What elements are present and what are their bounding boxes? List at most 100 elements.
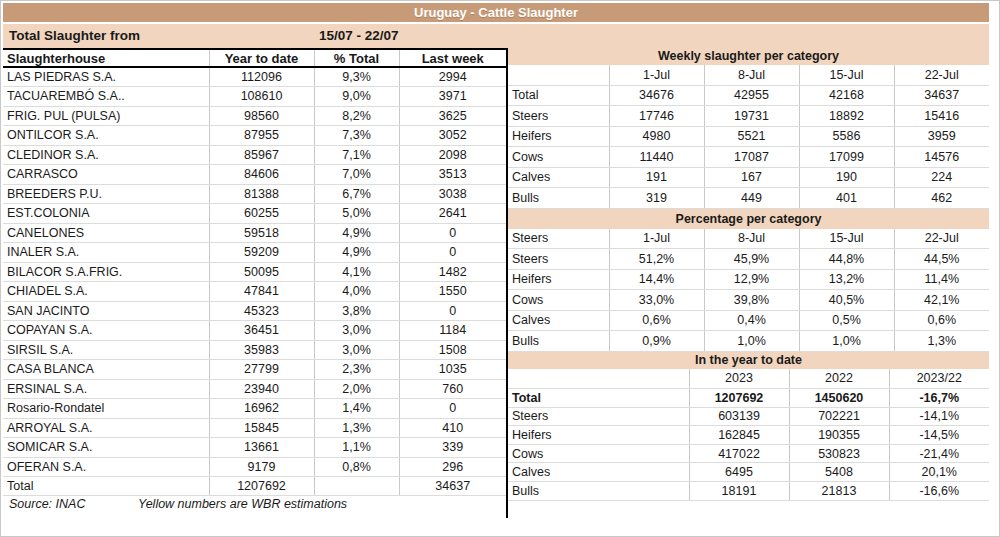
cell[interactable]: ERSINAL S.A. <box>3 379 209 399</box>
column-header-cell[interactable]: 1-Jul <box>609 65 704 85</box>
cell[interactable]: 19731 <box>704 106 799 127</box>
column-header-cell[interactable]: % Total <box>314 49 399 67</box>
cell[interactable]: 16962 <box>209 399 314 419</box>
cell[interactable]: ARROYAL S.A. <box>3 418 209 438</box>
cell[interactable]: 44,5% <box>894 249 989 270</box>
cell[interactable]: 0,6% <box>894 310 989 331</box>
cell[interactable]: 98560 <box>209 106 314 126</box>
cell[interactable]: 51,2% <box>609 249 704 270</box>
cell[interactable]: 42168 <box>799 85 894 106</box>
cell[interactable]: BREEDERS P.U. <box>3 184 209 204</box>
cell[interactable]: 3,0% <box>314 340 399 360</box>
cell[interactable]: 3959 <box>894 126 989 147</box>
column-header-cell[interactable]: 15-Jul <box>799 65 894 85</box>
cell[interactable]: Total <box>508 389 689 408</box>
cell[interactable]: OFERAN S.A. <box>3 457 209 477</box>
cell[interactable]: 2994 <box>399 67 506 87</box>
cell[interactable]: 59518 <box>209 223 314 243</box>
cell[interactable]: FRIG. PUL (PULSA) <box>3 106 209 126</box>
cell[interactable]: 85967 <box>209 145 314 165</box>
cell[interactable]: 15416 <box>894 106 989 127</box>
cell[interactable]: 40,5% <box>799 290 894 311</box>
cell[interactable]: 224 <box>894 167 989 188</box>
cell[interactable]: 296 <box>399 457 506 477</box>
column-header-cell[interactable]: Steers <box>508 229 609 249</box>
cell[interactable]: INALER S.A. <box>3 243 209 263</box>
cell[interactable]: 50095 <box>209 262 314 282</box>
cell[interactable]: 81388 <box>209 184 314 204</box>
cell[interactable]: 162845 <box>689 426 789 445</box>
cell[interactable]: 4,9% <box>314 243 399 263</box>
cell[interactable]: 12,9% <box>704 269 799 290</box>
cell[interactable]: Total <box>508 85 609 106</box>
cell[interactable]: 34637 <box>894 85 989 106</box>
cell[interactable]: 5521 <box>704 126 799 147</box>
column-header-cell[interactable]: 8-Jul <box>704 229 799 249</box>
cell[interactable]: 21813 <box>789 481 889 500</box>
cell[interactable]: 4980 <box>609 126 704 147</box>
cell[interactable]: 0,4% <box>704 310 799 331</box>
cell[interactable]: 702221 <box>789 407 889 426</box>
cell[interactable]: 20,1% <box>889 463 989 482</box>
cell[interactable]: Heifers <box>508 269 609 290</box>
cell[interactable]: 9,0% <box>314 87 399 107</box>
cell[interactable]: Bulls <box>508 331 609 352</box>
cell[interactable]: 34676 <box>609 85 704 106</box>
cell[interactable]: 35983 <box>209 340 314 360</box>
cell[interactable]: 760 <box>399 379 506 399</box>
cell[interactable]: BILACOR S.A.FRIG. <box>3 262 209 282</box>
cell[interactable]: Cows <box>508 444 689 463</box>
cell[interactable]: 8,2% <box>314 106 399 126</box>
cell[interactable]: -14,5% <box>889 426 989 445</box>
column-header-cell[interactable] <box>508 65 609 85</box>
cell[interactable]: -14,1% <box>889 407 989 426</box>
cell[interactable]: 11,4% <box>894 269 989 290</box>
cell[interactable]: Calves <box>508 310 609 331</box>
cell[interactable]: 1,0% <box>799 331 894 352</box>
cell[interactable]: 3,0% <box>314 321 399 341</box>
cell[interactable]: 1035 <box>399 360 506 380</box>
cell[interactable]: 27799 <box>209 360 314 380</box>
cell[interactable]: -21,4% <box>889 444 989 463</box>
cell[interactable]: 2098 <box>399 145 506 165</box>
cell[interactable]: 45323 <box>209 301 314 321</box>
cell[interactable]: 45,9% <box>704 249 799 270</box>
cell[interactable]: 34637 <box>399 477 506 496</box>
cell[interactable]: 47841 <box>209 282 314 302</box>
cell[interactable]: 6495 <box>689 463 789 482</box>
cell[interactable]: CLEDINOR S.A. <box>3 145 209 165</box>
cell[interactable]: 6,7% <box>314 184 399 204</box>
cell[interactable]: 9,3% <box>314 67 399 87</box>
cell[interactable]: Steers <box>508 106 609 127</box>
cell[interactable]: 3513 <box>399 165 506 185</box>
cell[interactable]: Heifers <box>508 126 609 147</box>
cell[interactable]: 319 <box>609 188 704 209</box>
cell[interactable]: 7,3% <box>314 126 399 146</box>
cell[interactable]: 0,5% <box>799 310 894 331</box>
cell[interactable]: 1,1% <box>314 438 399 458</box>
cell[interactable]: 18191 <box>689 481 789 500</box>
column-header-cell[interactable]: 2023 <box>689 369 789 389</box>
cell[interactable]: 112096 <box>209 67 314 87</box>
cell[interactable]: EST.COLONIA <box>3 204 209 224</box>
column-header-cell[interactable]: 22-Jul <box>894 65 989 85</box>
cell[interactable]: 190355 <box>789 426 889 445</box>
cell[interactable]: 1450620 <box>789 389 889 408</box>
cell[interactable]: 0 <box>399 301 506 321</box>
cell[interactable]: 14576 <box>894 147 989 168</box>
column-header-cell[interactable]: 2022 <box>789 369 889 389</box>
cell[interactable]: 39,8% <box>704 290 799 311</box>
cell[interactable]: 3052 <box>399 126 506 146</box>
cell[interactable]: CASA BLANCA <box>3 360 209 380</box>
cell[interactable]: 1184 <box>399 321 506 341</box>
column-header-cell[interactable]: Slaughterhouse <box>3 49 209 67</box>
cell[interactable]: 23940 <box>209 379 314 399</box>
cell[interactable]: 5586 <box>799 126 894 147</box>
column-header-cell[interactable] <box>508 369 689 389</box>
cell[interactable]: Cows <box>508 290 609 311</box>
cell[interactable]: 59209 <box>209 243 314 263</box>
cell[interactable]: Bulls <box>508 481 689 500</box>
column-header-cell[interactable]: 22-Jul <box>894 229 989 249</box>
cell[interactable]: 417022 <box>689 444 789 463</box>
cell[interactable]: 44,8% <box>799 249 894 270</box>
